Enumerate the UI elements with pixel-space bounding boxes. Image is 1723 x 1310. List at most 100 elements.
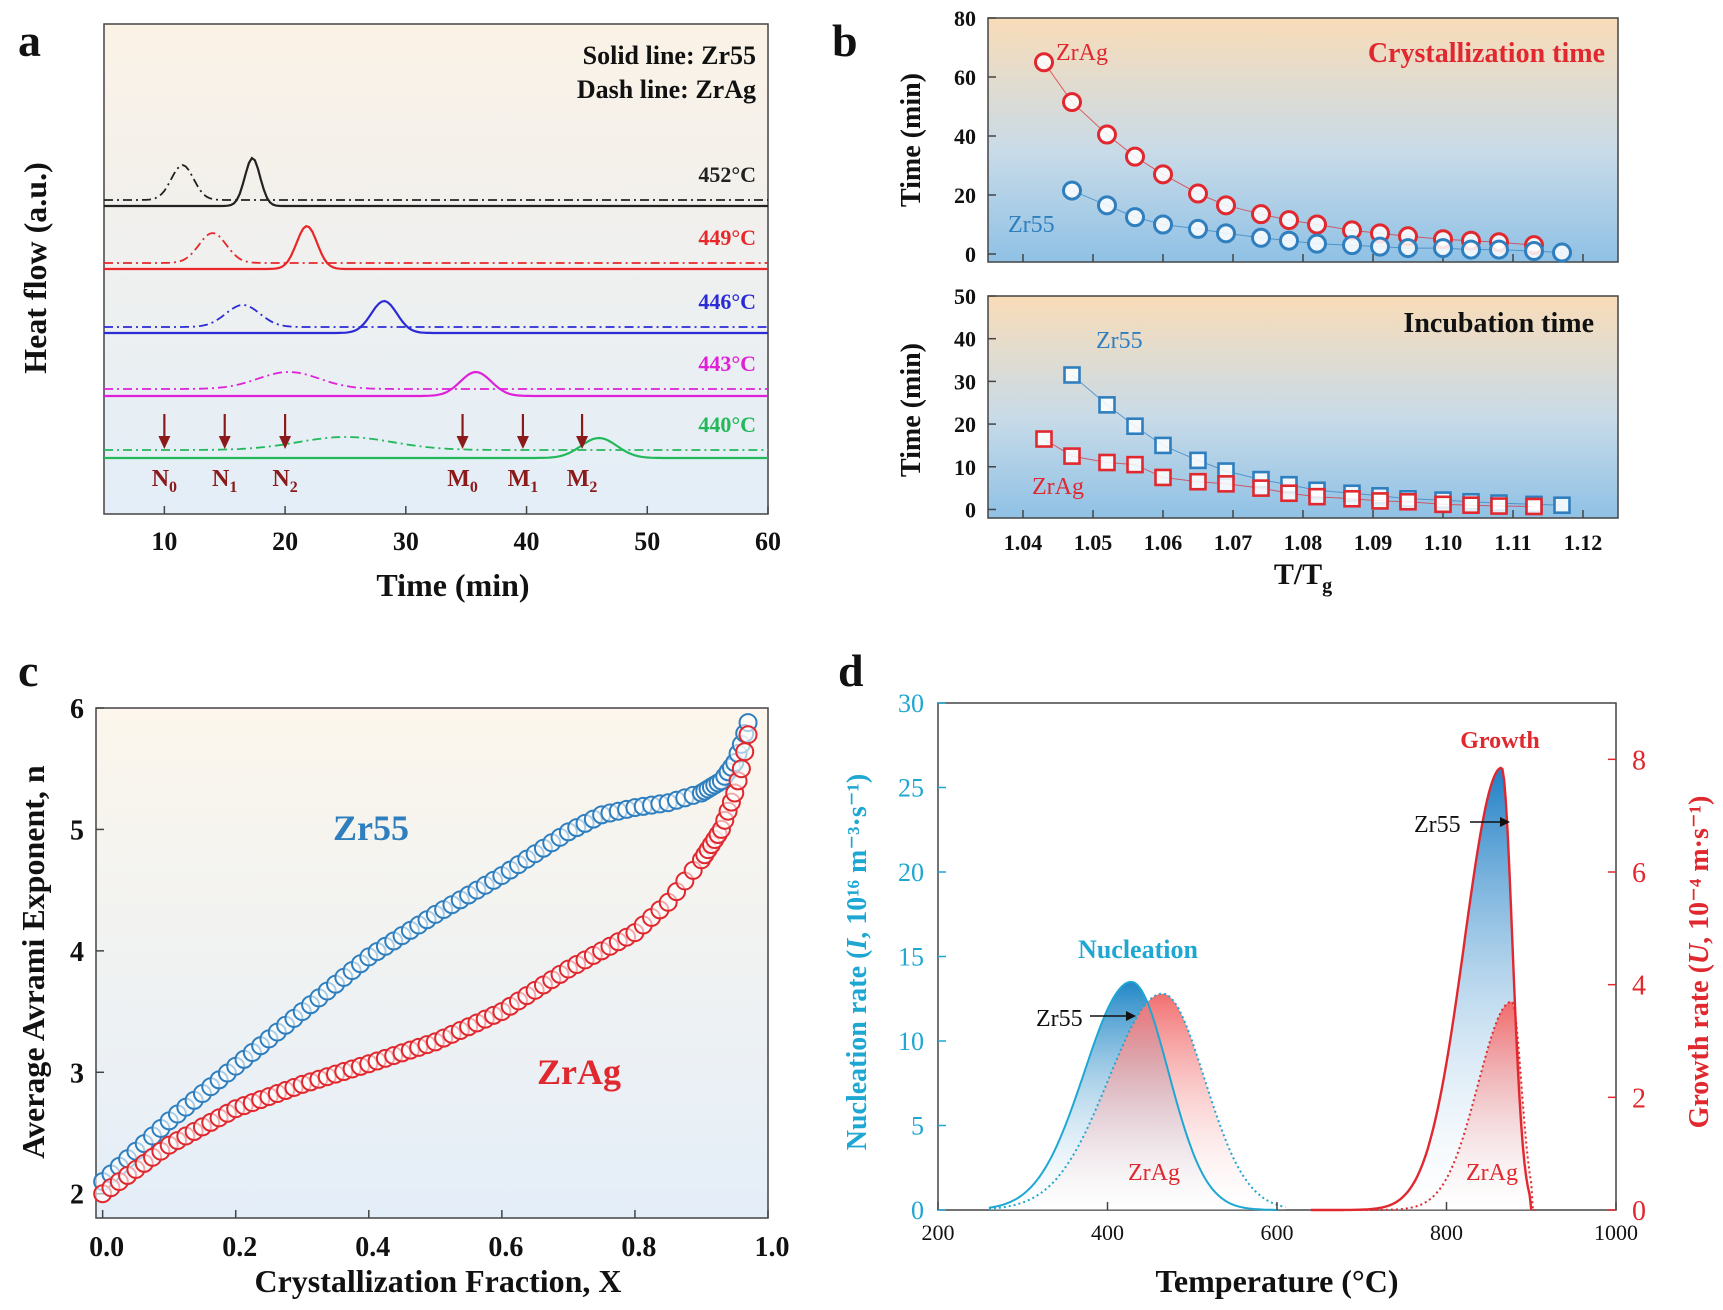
c-zrag-label: ZrAg — [537, 1052, 621, 1092]
d-right-y-tick-label: 6 — [1632, 858, 1646, 889]
d-left-y-tick-label: 5 — [911, 1112, 924, 1141]
b-data-point — [1125, 146, 1145, 167]
d-right-y-sym: U — [1684, 942, 1715, 964]
c-y-tick-label: 2 — [70, 1180, 84, 1211]
a-series-temp-label: 443°C — [698, 351, 756, 376]
a-series-temp-label: 449°C — [698, 225, 756, 250]
b-data-point — [1552, 242, 1572, 263]
c-zr55-label: Zr55 — [333, 808, 409, 848]
b-data-point — [1370, 236, 1390, 257]
b-data-point — [1125, 207, 1145, 228]
a-curve-zrag — [104, 436, 768, 451]
b-x-tick-label: 1.06 — [1144, 530, 1183, 555]
d-gr-zr55-pointer-head — [1500, 817, 1510, 827]
d-gr-zrag-label: ZrAg — [1466, 1160, 1518, 1186]
b-data-point — [1189, 451, 1207, 470]
panel-c: c Crystallization Fraction, X Average Av… — [15, 645, 790, 1299]
b-data-point — [1280, 484, 1298, 503]
b-top-title: Crystallization time — [1368, 38, 1605, 69]
c-y-tick-label: 4 — [70, 937, 84, 968]
b-data-point — [1279, 230, 1299, 251]
c-x-tick-label: 1.0 — [755, 1232, 790, 1263]
b-data-point — [1154, 468, 1172, 487]
a-curve-zr55 — [104, 436, 768, 460]
panel-a-label: a — [18, 15, 41, 66]
b-data-point — [1489, 239, 1509, 260]
d-growth-label: Growth — [1460, 728, 1540, 754]
a-marker-label: N2 — [272, 466, 297, 496]
d-left-y-axis-title: Nucleation rate (I, 10¹⁶ m⁻³·s⁻¹) — [842, 774, 873, 1151]
b-data-point — [1126, 417, 1144, 436]
b-data-point — [1098, 396, 1116, 414]
b-data-point — [1524, 241, 1544, 262]
b-data-point — [1126, 455, 1144, 474]
b-x-tick-label: 1.04 — [1004, 530, 1043, 555]
b-data-point — [1398, 238, 1418, 259]
b-y-tick-label: 20 — [954, 183, 976, 208]
b-points — [1034, 52, 1572, 516]
d-nucleation-zr55-line — [988, 980, 1277, 1211]
a-x-tick-label: 60 — [755, 527, 781, 556]
a-curve-zr55 — [104, 224, 768, 271]
b-data-point — [1307, 233, 1327, 254]
b-data-point — [1189, 472, 1207, 491]
b-x-tick-label: 1.11 — [1494, 530, 1531, 555]
d-gr-zr55-label: Zr55 — [1414, 812, 1461, 838]
b-x-tick-label: 1.07 — [1214, 530, 1253, 555]
b-data-point — [1062, 92, 1082, 113]
a-marker-label: M0 — [447, 466, 478, 496]
d-x-axis-title: Temperature (°C) — [1156, 1263, 1399, 1299]
b-bottom-plot-area — [987, 295, 1619, 519]
d-left-y-sym: I — [842, 938, 873, 951]
a-curve-zrag — [104, 371, 768, 390]
b-axes: 0 20 40 60 80 0 10 20 30 40 50 1.04 1.05 1.06 1.07 1.08… — [954, 6, 1602, 555]
b-data-point — [1097, 124, 1117, 145]
c-x-tick-label: 0.8 — [621, 1232, 656, 1263]
a-x-axis-title: Time (min) — [376, 567, 529, 603]
b-data-point — [1251, 227, 1271, 248]
b-data-point — [1553, 496, 1571, 514]
a-marker-label: N1 — [212, 466, 237, 496]
d-left-y-tick-label: 30 — [898, 689, 924, 718]
b-x-tick-label: 1.09 — [1354, 530, 1393, 555]
d-left-y-tick-label: 10 — [898, 1027, 924, 1056]
a-x-tick-label: 50 — [634, 527, 660, 556]
d-x-tick-label: 800 — [1430, 1220, 1463, 1245]
b-data-point — [1434, 495, 1452, 514]
b-data-point — [1490, 497, 1508, 515]
b-y-tick-label: 20 — [954, 412, 976, 437]
d-right-y-axis-title: Growth rate (U, 10⁻⁴ m·s⁻¹) — [1684, 796, 1715, 1129]
legend-dash: Dash line: ZrAg — [577, 75, 756, 104]
a-curve-zrag — [104, 164, 768, 201]
b-bottom-title: Incubation time — [1403, 308, 1594, 339]
b-data-point — [1307, 214, 1327, 235]
legend-solid: Solid line: Zr55 — [583, 41, 756, 70]
d-left-y-post: , 10¹⁶ m⁻³·s⁻¹) — [842, 774, 873, 939]
d-nuc-zr55-pointer-head — [1126, 1011, 1136, 1021]
b-bottom-zrag-label: ZrAg — [1032, 474, 1084, 500]
a-series-temp-label: 440°C — [698, 412, 756, 437]
d-right-y-tick-label: 8 — [1632, 745, 1646, 776]
c-plot-area — [95, 707, 769, 1219]
b-x-tick-label: 1.10 — [1424, 530, 1463, 555]
a-marker-label: M1 — [508, 466, 539, 496]
b-data-point — [1343, 489, 1361, 508]
b-data-point — [1188, 183, 1208, 204]
b-data-point — [1252, 479, 1270, 497]
c-points — [93, 713, 758, 1204]
c-axes: 0.0 0.2 0.4 0.6 0.8 1.0 2 3 4 5 6 — [70, 694, 790, 1263]
b-data-point — [1217, 475, 1235, 493]
b-x-tick-label: 1.08 — [1284, 530, 1323, 555]
a-marker-arrow-head — [456, 436, 469, 449]
a-y-axis-title: Heat flow (a.u.) — [17, 162, 53, 374]
b-top-zrag-label: ZrAg — [1056, 40, 1108, 66]
d-right-y-tick-label: 0 — [1632, 1196, 1646, 1227]
b-bottom-y-axis-title: Time (min) — [896, 343, 927, 477]
a-marker-arrow-head — [576, 436, 589, 449]
b-x-axis-title-base: T/T — [1274, 558, 1322, 591]
d-x-tick-label: 600 — [1261, 1220, 1294, 1245]
b-y-tick-label: 30 — [954, 369, 976, 394]
c-x-tick-label: 0.4 — [355, 1232, 390, 1263]
